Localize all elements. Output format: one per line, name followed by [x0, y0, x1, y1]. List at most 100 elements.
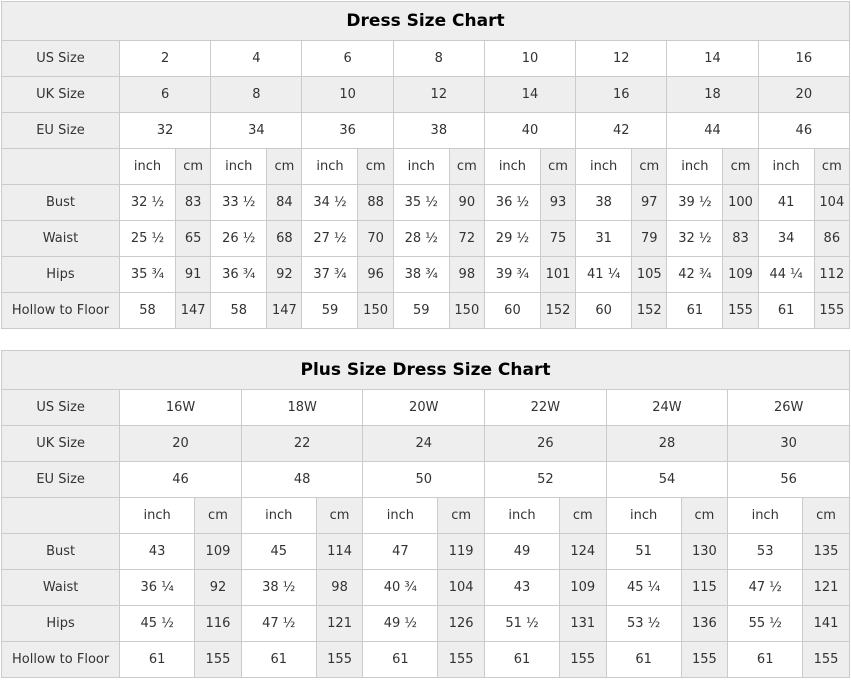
- unit-inch-cell: inch: [484, 497, 560, 534]
- inch-value-cell: 59: [392, 292, 450, 329]
- unit-inch-cell: inch: [605, 497, 682, 534]
- inch-value-cell: 61: [240, 641, 317, 678]
- cm-value-cell: 121: [802, 569, 850, 606]
- inch-value-cell: 32 ½: [666, 220, 724, 257]
- unit-cm-cell: cm: [175, 148, 212, 185]
- size-value-cell: 16: [757, 40, 851, 77]
- measurement-row: Hollow to Floor 61 155 61 155 61 155 61 155 61 155…: [0, 641, 850, 678]
- inch-value-cell: 47: [362, 533, 439, 570]
- cm-value-cell: 152: [631, 292, 668, 329]
- size-value-cell: 46: [757, 112, 851, 149]
- cm-value-cell: 109: [558, 569, 607, 606]
- inch-value-cell: 35 ½: [392, 184, 450, 221]
- inch-value-cell: 45 ½: [119, 605, 196, 642]
- size-value-cell: 54: [605, 461, 729, 498]
- unit-inch-cell: inch: [575, 148, 633, 185]
- cm-value-cell: 130: [680, 533, 729, 570]
- unit-cm-cell: cm: [357, 148, 394, 185]
- inch-value-cell: 61: [362, 641, 439, 678]
- cm-value-cell: 98: [315, 569, 364, 606]
- cm-value-cell: 155: [680, 641, 729, 678]
- row-label: UK Size: [0, 425, 121, 462]
- inch-value-cell: 38 ½: [240, 569, 317, 606]
- inch-value-cell: 40 ¾: [362, 569, 439, 606]
- unit-header-row: inch cm inch cm inch cm inch cm inch cm inch cm: [0, 497, 850, 534]
- cm-value-cell: 93: [539, 184, 577, 221]
- size-value-cell: 40: [483, 112, 577, 149]
- size-value-cell: 16: [575, 76, 668, 113]
- size-value-cell: 56: [727, 461, 850, 498]
- size-value-cell: 10: [483, 40, 577, 77]
- unit-cm-cell: cm: [802, 497, 850, 534]
- chart-title: Plus Size Dress Size Chart: [1, 350, 850, 390]
- cm-value-cell: 155: [802, 641, 850, 678]
- inch-value-cell: 26 ½: [210, 220, 268, 257]
- measurement-row: Hollow to Floor 58 147 58 147 59 150 59 150 60 152…: [1, 292, 851, 329]
- cm-value-cell: 116: [194, 605, 242, 642]
- size-row: UK Size 6 8 10 12 14 16 18 20: [1, 76, 851, 113]
- size-value-cell: 12: [392, 76, 485, 113]
- cm-value-cell: 115: [680, 569, 729, 606]
- cm-value-cell: 104: [437, 569, 486, 606]
- inch-value-cell: 60: [575, 292, 633, 329]
- row-label: Waist: [0, 569, 121, 606]
- cm-value-cell: 150: [357, 292, 394, 329]
- unit-inch-cell: inch: [392, 148, 450, 185]
- cm-value-cell: 97: [631, 184, 668, 221]
- cm-value-cell: 104: [813, 184, 851, 221]
- inch-value-cell: 59: [301, 292, 359, 329]
- measurement-row: Bust 32 ½ 83 33 ½ 84 34 ½ 88 35 ½ 90 36 ½ 93 38 97 39…: [1, 184, 851, 221]
- size-value-cell: 24: [362, 425, 486, 462]
- inch-value-cell: 38: [575, 184, 633, 221]
- inch-value-cell: 45 ¼: [605, 569, 682, 606]
- inch-value-cell: 33 ½: [210, 184, 268, 221]
- unit-cm-cell: cm: [631, 148, 668, 185]
- inch-value-cell: 29 ½: [483, 220, 541, 257]
- size-value-cell: 2: [118, 40, 212, 77]
- row-label: Hips: [1, 256, 120, 293]
- cm-value-cell: 92: [266, 256, 303, 293]
- inch-value-cell: 28 ½: [392, 220, 450, 257]
- row-label: Bust: [0, 533, 121, 570]
- cm-value-cell: 96: [357, 256, 394, 293]
- inch-value-cell: 39 ½: [666, 184, 724, 221]
- unit-cm-cell: cm: [558, 497, 607, 534]
- size-row: EU Size 32 34 36 38 40 42 44 46: [1, 112, 851, 149]
- size-value-cell: 8: [210, 76, 303, 113]
- cm-value-cell: 83: [175, 184, 212, 221]
- unit-inch-cell: inch: [119, 497, 196, 534]
- inch-value-cell: 55 ½: [727, 605, 804, 642]
- inch-value-cell: 58: [118, 292, 177, 329]
- unit-inch-cell: inch: [666, 148, 724, 185]
- inch-value-cell: 49: [484, 533, 560, 570]
- row-label: Hips: [0, 605, 121, 642]
- size-value-cell: 6: [118, 76, 212, 113]
- cm-value-cell: 119: [437, 533, 486, 570]
- row-label: Waist: [1, 220, 120, 257]
- size-value-cell: 16W: [119, 389, 242, 426]
- size-value-cell: 22: [240, 425, 364, 462]
- unit-corner-cell: [0, 497, 121, 534]
- inch-value-cell: 25 ½: [118, 220, 177, 257]
- size-value-cell: 26: [484, 425, 607, 462]
- cm-value-cell: 112: [813, 256, 851, 293]
- cm-value-cell: 126: [437, 605, 486, 642]
- row-label: US Size: [0, 389, 121, 426]
- inch-value-cell: 36 ¾: [210, 256, 268, 293]
- unit-cm-cell: cm: [448, 148, 485, 185]
- unit-cm-cell: cm: [194, 497, 242, 534]
- measurement-row: Hips 45 ½ 116 47 ½ 121 49 ½ 126 51 ½ 131 53 ½ 136 5…: [0, 605, 850, 642]
- cm-value-cell: 155: [437, 641, 486, 678]
- chart-title-row: Plus Size Dress Size Chart: [1, 350, 850, 390]
- cm-value-cell: 101: [539, 256, 577, 293]
- unit-cm-cell: cm: [266, 148, 303, 185]
- inch-value-cell: 44 ¼: [757, 256, 815, 293]
- inch-value-cell: 31: [575, 220, 633, 257]
- row-label: Bust: [1, 184, 120, 221]
- cm-value-cell: 155: [722, 292, 759, 329]
- cm-value-cell: 124: [558, 533, 607, 570]
- inch-value-cell: 51: [605, 533, 682, 570]
- size-value-cell: 20W: [362, 389, 486, 426]
- cm-value-cell: 83: [722, 220, 759, 257]
- cm-value-cell: 100: [722, 184, 759, 221]
